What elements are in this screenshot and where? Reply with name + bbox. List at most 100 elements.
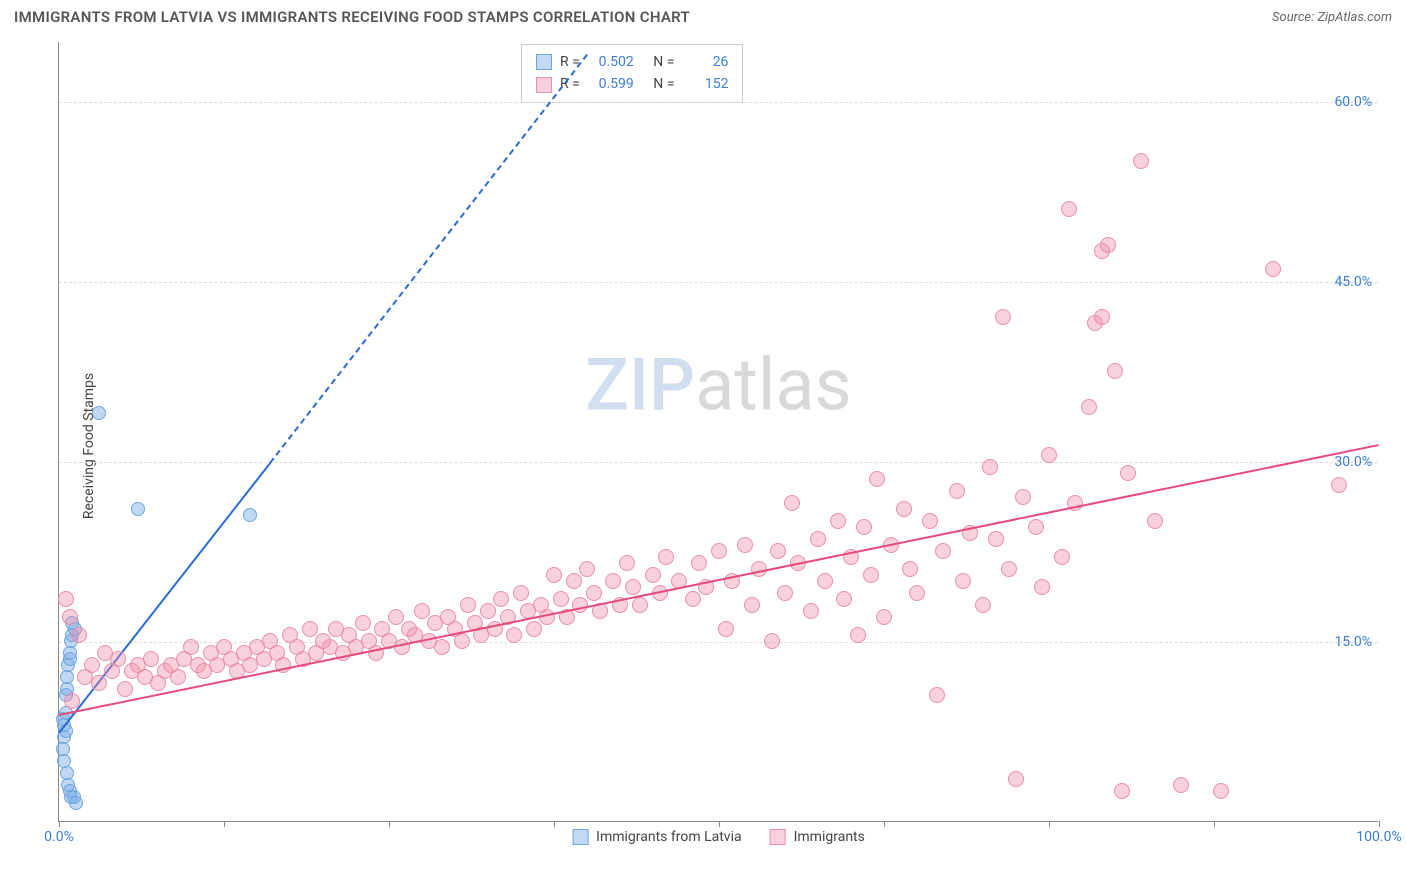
trend-line-extrapolated — [269, 54, 587, 463]
data-point-immigrants — [1173, 777, 1189, 793]
data-point-immigrants — [84, 657, 100, 673]
data-point-immigrants — [579, 561, 595, 577]
data-point-immigrants — [506, 627, 522, 643]
data-point-latvia — [69, 796, 83, 810]
data-point-immigrants — [836, 591, 852, 607]
x-tick — [884, 821, 885, 827]
data-point-immigrants — [513, 585, 529, 601]
data-point-immigrants — [770, 543, 786, 559]
data-point-immigrants — [658, 549, 674, 565]
legend-label-latvia: Immigrants from Latvia — [596, 829, 741, 845]
data-point-immigrants — [183, 639, 199, 655]
data-point-immigrants — [922, 513, 938, 529]
data-point-immigrants — [1107, 363, 1123, 379]
source-name: ZipAtlas.com — [1317, 10, 1392, 25]
data-point-immigrants — [935, 543, 951, 559]
data-point-immigrants — [625, 579, 641, 595]
data-point-immigrants — [566, 573, 582, 589]
y-tick-label: 60.0% — [1334, 94, 1372, 110]
x-tick — [1049, 821, 1050, 827]
data-point-immigrants — [64, 693, 80, 709]
data-point-immigrants — [711, 543, 727, 559]
data-point-immigrants — [803, 603, 819, 619]
source-prefix: Source: — [1272, 10, 1317, 25]
series-legend: Immigrants from Latvia Immigrants — [572, 829, 865, 845]
data-point-immigrants — [632, 597, 648, 613]
data-point-immigrants — [691, 555, 707, 571]
data-point-immigrants — [1213, 783, 1229, 799]
data-point-immigrants — [170, 669, 186, 685]
n-value-immigrants: 152 — [682, 73, 728, 95]
data-point-immigrants — [1331, 477, 1347, 493]
data-point-immigrants — [902, 561, 918, 577]
data-point-immigrants — [737, 537, 753, 553]
data-point-immigrants — [414, 603, 430, 619]
data-point-immigrants — [71, 627, 87, 643]
data-point-immigrants — [110, 651, 126, 667]
data-point-immigrants — [546, 567, 562, 583]
data-point-immigrants — [1034, 579, 1050, 595]
watermark: ZIPatlas — [585, 342, 851, 427]
data-point-latvia — [243, 508, 257, 522]
data-point-immigrants — [394, 639, 410, 655]
data-point-immigrants — [480, 603, 496, 619]
data-point-immigrants — [1120, 465, 1136, 481]
data-point-immigrants — [1265, 261, 1281, 277]
data-point-immigrants — [817, 573, 833, 589]
y-tick-label: 15.0% — [1334, 634, 1372, 650]
data-point-immigrants — [619, 555, 635, 571]
data-point-immigrants — [117, 681, 133, 697]
data-point-immigrants — [810, 531, 826, 547]
data-point-immigrants — [784, 495, 800, 511]
data-point-immigrants — [1001, 561, 1017, 577]
chart-title: IMMIGRANTS FROM LATVIA VS IMMIGRANTS REC… — [14, 8, 690, 26]
x-tick — [719, 821, 720, 827]
data-point-immigrants — [830, 513, 846, 529]
gridline — [59, 282, 1378, 283]
data-point-immigrants — [929, 687, 945, 703]
watermark-atlas: atlas — [695, 342, 852, 427]
data-point-immigrants — [988, 531, 1004, 547]
y-tick-label: 45.0% — [1334, 274, 1372, 290]
data-point-immigrants — [949, 483, 965, 499]
x-tick — [224, 821, 225, 827]
data-point-immigrants — [1147, 513, 1163, 529]
data-point-immigrants — [1008, 771, 1024, 787]
legend-item-latvia: Immigrants from Latvia — [572, 829, 741, 845]
data-point-immigrants — [1028, 519, 1044, 535]
data-point-latvia — [131, 502, 145, 516]
legend-item-immigrants: Immigrants — [770, 829, 865, 845]
y-tick-label: 30.0% — [1334, 454, 1372, 470]
data-point-immigrants — [302, 621, 318, 637]
data-point-immigrants — [764, 633, 780, 649]
data-point-immigrants — [850, 627, 866, 643]
data-point-immigrants — [605, 573, 621, 589]
data-point-immigrants — [553, 591, 569, 607]
data-point-immigrants — [995, 309, 1011, 325]
x-tick-label: 0.0% — [44, 829, 74, 845]
data-point-immigrants — [1015, 489, 1031, 505]
data-point-immigrants — [493, 591, 509, 607]
data-point-immigrants — [955, 573, 971, 589]
data-point-immigrants — [777, 585, 793, 601]
data-point-immigrants — [982, 459, 998, 475]
source-attribution: Source: ZipAtlas.com — [1272, 10, 1392, 25]
gridline — [59, 102, 1378, 103]
data-point-immigrants — [869, 471, 885, 487]
x-tick — [1214, 821, 1215, 827]
gridline — [59, 462, 1378, 463]
stats-row-latvia: R = 0.502 N = 26 — [536, 51, 728, 73]
r-label: R = — [560, 51, 580, 73]
data-point-immigrants — [1094, 309, 1110, 325]
data-point-immigrants — [1100, 237, 1116, 253]
data-point-latvia — [63, 646, 77, 660]
data-point-immigrants — [645, 567, 661, 583]
data-point-immigrants — [460, 597, 476, 613]
data-point-immigrants — [355, 615, 371, 631]
r-value-immigrants: 0.599 — [588, 73, 634, 95]
chart-container: Receiving Food Stamps ZIPatlas R = 0.502… — [48, 42, 1392, 850]
data-point-immigrants — [685, 591, 701, 607]
data-point-latvia — [92, 406, 106, 420]
data-point-immigrants — [143, 651, 159, 667]
data-point-immigrants — [454, 633, 470, 649]
